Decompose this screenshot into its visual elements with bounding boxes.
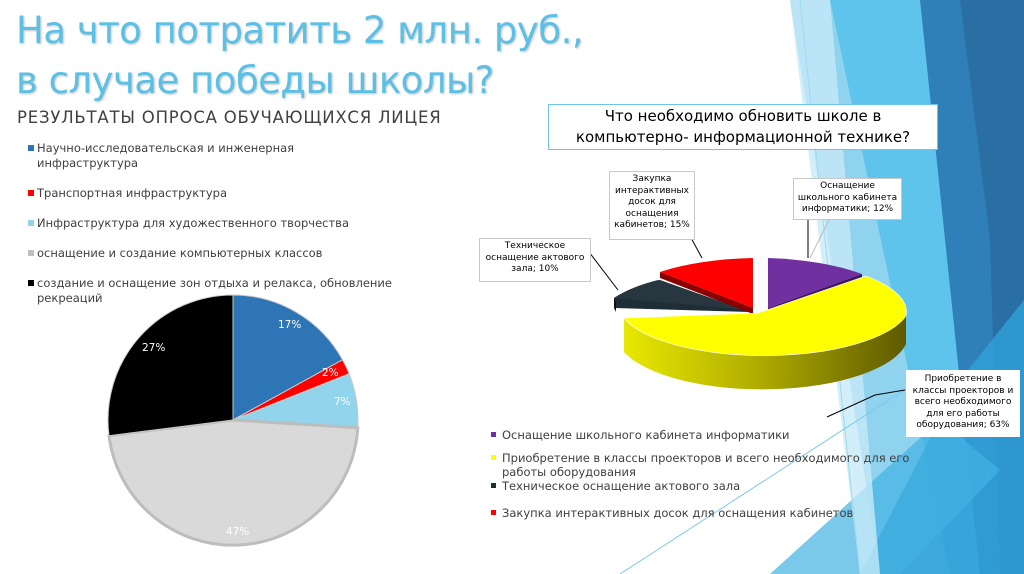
- pie-label: 2%: [322, 367, 339, 379]
- right-chart-title: Что необходимо обновить школе в компьюте…: [548, 104, 938, 150]
- pie-slice-assembly-hall-top: [614, 280, 746, 310]
- legend-swatch-icon: [491, 455, 496, 460]
- pie-label: 27%: [142, 342, 165, 354]
- legend-swatch-icon: [28, 145, 34, 151]
- pie-slice-research: [232, 294, 344, 421]
- callout-interactive-boards: Закупка интерактивных досок для оснащени…: [609, 171, 695, 240]
- legend-item: Научно-исследовательская и инженерная ин…: [28, 141, 398, 171]
- slide-title: На что потратить 2 млн. руб., в случае п…: [16, 6, 584, 106]
- legend-swatch-icon: [28, 190, 34, 196]
- pie-label: 7%: [334, 396, 351, 408]
- pie-slice-interactive-boards: [660, 258, 753, 308]
- pie-slice-informatics: [768, 258, 862, 308]
- legend-item: Транспортная инфраструктура: [28, 186, 398, 201]
- legend-item: создание и оснащение зон отдыха и релакс…: [28, 276, 398, 306]
- title-line-1: На что потратить 2 млн. руб.,: [16, 9, 584, 52]
- legend-item: Оснащение школьного кабинета информатики: [490, 428, 910, 442]
- legend-swatch-icon: [28, 280, 34, 286]
- callout-assembly-hall: Техническое оснащение актового зала; 10%: [479, 238, 591, 282]
- legend-swatch-icon: [28, 250, 34, 256]
- legend-item: Закупка интерактивных досок для оснащени…: [490, 506, 910, 520]
- legend-item: оснащение и создание компьютерных классо…: [28, 246, 398, 261]
- pie-slice-computer-classes: [107, 418, 360, 547]
- legend-item: Техническое оснащение актового зала: [490, 479, 910, 493]
- slide-subtitle: РЕЗУЛЬТАТЫ ОПРОСА ОБУЧАЮЩИХСЯ ЛИЦЕЯ: [17, 108, 442, 127]
- pie-slice-projectors: [623, 275, 907, 356]
- pie-label: 47%: [226, 526, 249, 538]
- left-chart-legend: Научно-исследовательская и инженерная ин…: [28, 141, 398, 321]
- pie-label: 17%: [278, 319, 301, 331]
- title-line-2: в случае победы школы?: [16, 59, 494, 102]
- legend-swatch-icon: [491, 432, 496, 437]
- pie-slice-recreation: [107, 294, 234, 437]
- callout-informatics: Оснащение школьного кабинета информатики…: [793, 178, 902, 220]
- legend-swatch-icon: [491, 483, 496, 488]
- right-chart-legend: Оснащение школьного кабинета информатики…: [490, 428, 910, 520]
- callout-projectors: Приобретение в классы проекторов и всего…: [906, 370, 1020, 437]
- legend-swatch-icon: [491, 510, 496, 515]
- right-pie-chart-3d: [614, 258, 907, 390]
- legend-item: Приобретение в классы проекторов и всего…: [490, 451, 912, 479]
- legend-item: Инфраструктура для художественного творч…: [28, 216, 398, 231]
- legend-swatch-icon: [28, 220, 34, 226]
- left-pie-chart: 17% 2% 7% 47% 27%: [107, 294, 360, 547]
